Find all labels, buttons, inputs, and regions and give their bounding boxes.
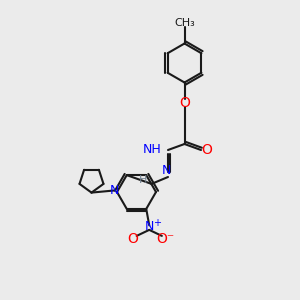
Text: N: N bbox=[162, 164, 171, 178]
Text: O: O bbox=[179, 96, 190, 110]
Text: N: N bbox=[109, 184, 119, 197]
Text: H: H bbox=[139, 175, 147, 185]
Text: N: N bbox=[145, 220, 154, 233]
Text: CH₃: CH₃ bbox=[174, 18, 195, 28]
Text: O⁻: O⁻ bbox=[157, 232, 175, 246]
Text: NH: NH bbox=[143, 143, 161, 157]
Text: O: O bbox=[201, 143, 212, 157]
Text: +: + bbox=[153, 218, 161, 228]
Text: O: O bbox=[127, 232, 138, 246]
